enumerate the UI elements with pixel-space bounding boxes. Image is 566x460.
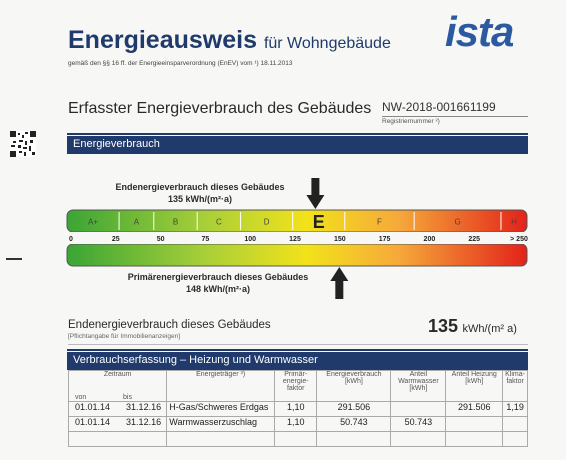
cell-verbrauch: 50.743 bbox=[316, 416, 392, 432]
tick-label: > 250 bbox=[510, 236, 528, 243]
tick-label: 100 bbox=[244, 236, 256, 243]
class-label-E: E bbox=[313, 212, 325, 232]
page-title: Energieausweis für Wohngebäude bbox=[68, 26, 391, 54]
cell-traeger: Warmwasserzuschlag bbox=[166, 416, 275, 432]
tick-label: 200 bbox=[424, 236, 436, 243]
col-zeitraum: Zeitraum bbox=[103, 371, 132, 378]
cell-faktor: 1,10 bbox=[273, 416, 318, 432]
col-klima: Klima- faktor bbox=[502, 370, 528, 402]
tick-label: 225 bbox=[468, 236, 480, 243]
cell-klima bbox=[502, 416, 528, 432]
cell-warmwasser bbox=[390, 401, 447, 417]
end-consumption-title: Endenergieverbrauch dieses Gebäudes bbox=[68, 319, 271, 331]
cell-klima: 1,19 bbox=[502, 401, 528, 417]
class-label-C: C bbox=[216, 218, 222, 227]
qr-code-icon bbox=[10, 131, 36, 157]
col-energietraeger: Energieträger ³) bbox=[166, 370, 275, 402]
tick-label: 25 bbox=[112, 236, 120, 243]
cell-verbrauch: 291.506 bbox=[316, 401, 392, 417]
cell-traeger: H-Gas/Schweres Erdgas bbox=[166, 401, 275, 417]
table-row: 01.01.14 31.12.16 H-Gas/Schweres Erdgas 1,1… bbox=[67, 401, 528, 417]
class-label-G: G bbox=[454, 218, 460, 227]
cell-faktor: 1,10 bbox=[273, 401, 318, 417]
col-bis: bis bbox=[123, 394, 132, 401]
table-row: 01.01.14 31.12.16 Warmwasserzuschlag 1,10 50… bbox=[67, 416, 528, 432]
cell-von: 01.01.14 bbox=[75, 417, 111, 427]
tick-label: 50 bbox=[157, 236, 165, 243]
tick-label: 75 bbox=[202, 236, 210, 243]
end-consumption-note: [Pflichtangabe für Immobilienanzeigen] bbox=[68, 333, 181, 340]
primary-energy-marker-arrow bbox=[330, 267, 349, 299]
cell-heizung: 291.506 bbox=[445, 401, 504, 417]
cell-von: 01.01.14 bbox=[75, 402, 111, 412]
end-energy-value: 135 kWh/(m²·a) bbox=[167, 194, 232, 204]
col-warmwasser: Anteil Warmwasser [kWh] bbox=[390, 370, 447, 402]
col-verbrauch: Energieverbrauch [kWh] bbox=[316, 370, 392, 402]
class-label-H: H bbox=[511, 218, 517, 227]
col-primaer: Primär- energie- faktor bbox=[273, 370, 318, 402]
cell-heizung bbox=[445, 416, 504, 432]
registration-number: NW-2018-001661199 bbox=[382, 100, 496, 114]
consumption-table: Zeitraum von bis Energieträger ³) Primär- … bbox=[67, 370, 528, 447]
cell-bis: 31.12.16 bbox=[126, 417, 162, 427]
end-energy-marker-arrow bbox=[306, 178, 325, 209]
cell-bis: 31.12.16 bbox=[126, 402, 162, 412]
registration-label: Registriernummer ²) bbox=[382, 118, 440, 125]
class-label-F: F bbox=[377, 218, 382, 227]
tick-label: 0 bbox=[69, 236, 73, 243]
ista-logo: ista bbox=[445, 8, 514, 55]
section-title: Erfasster Energieverbrauch des Gebäudes bbox=[68, 100, 372, 117]
class-label-A+: A+ bbox=[88, 218, 98, 227]
col-heizung: Anteil Heizung [kWh] bbox=[445, 370, 504, 402]
tick-label: 125 bbox=[289, 236, 301, 243]
primary-energy-value: 148 kWh/(m²·a) bbox=[185, 284, 250, 294]
cell-warmwasser: 50.743 bbox=[390, 416, 447, 432]
tick-label: 175 bbox=[379, 236, 391, 243]
law-note: gemäß den §§ 16 ff. der Energieeinsparve… bbox=[68, 60, 293, 67]
tick-label: 150 bbox=[334, 236, 346, 243]
class-label-B: B bbox=[173, 218, 178, 227]
class-label-A: A bbox=[134, 218, 140, 227]
primary-energy-label: Primärenergieverbrauch dieses Gebäudes bbox=[127, 272, 309, 282]
energy-consumption-bar: Energieverbrauch bbox=[67, 133, 528, 154]
end-energy-label: Endenergieverbrauch dieses Gebäudes bbox=[115, 182, 285, 192]
consumption-recording-bar: Verbrauchserfassung – Heizung und Warmwa… bbox=[67, 349, 528, 370]
end-consumption-value: 135 kWh/(m² a) bbox=[428, 316, 517, 336]
col-von: von bbox=[75, 394, 87, 401]
energy-scale: A+ A B C D E F G H 0 25 50 75 100 125 150 175 200 225 > 25… bbox=[66, 209, 528, 267]
margin-mark bbox=[6, 258, 22, 260]
class-label-D: D bbox=[264, 218, 270, 227]
